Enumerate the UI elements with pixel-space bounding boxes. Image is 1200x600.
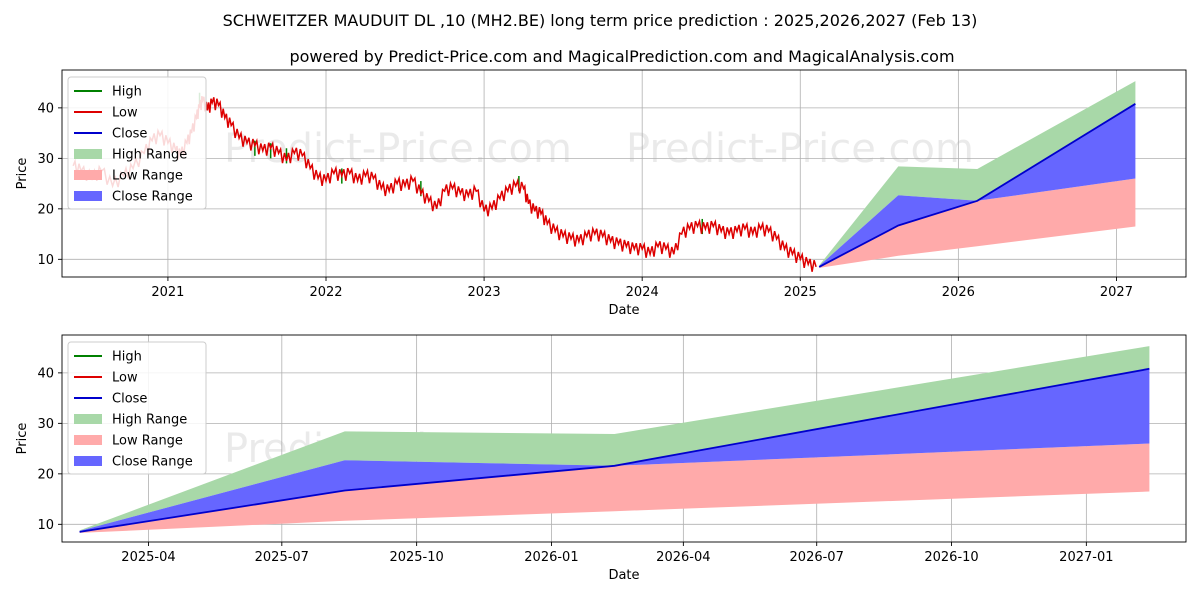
x-axis-label: Date [608,568,639,583]
y-tick-label: 40 [37,101,54,116]
x-tick-label: 2024 [626,285,659,300]
y-tick-label: 40 [37,366,54,381]
chart-title: SCHWEITZER MAUDUIT DL ,10 (MH2.BE) long … [223,11,978,30]
top-panel: Predict-Price.com Predict-Price.comPredic… [15,69,1187,322]
legend-label: Low [112,106,138,121]
legend-label: Low Range [112,169,183,184]
x-tick-label: 2025-10 [389,550,443,565]
legend-label: High Range [112,148,187,163]
x-tick-label: 2026-07 [790,550,844,565]
legend-box [67,341,207,475]
x-axis-label: Date [608,303,639,318]
legend-patch-swatch [74,191,102,201]
close-range-band [79,368,1150,532]
close-forecast-line [818,103,1136,268]
ticks: 2021 2022 2023 2024 2025 2026 2027 10 20 30 40 [37,101,1133,300]
close-range-band [819,103,1136,267]
x-tick-label: 2025 [784,285,817,300]
ticks: 2025-04 2025-07 2025-10 2026-01 2026-04 2026-… [37,366,1113,565]
legend-label: Close [112,392,147,407]
legend-patch-swatch [74,149,102,159]
legend: High Low Close High Range Low Range Close Ran… [67,341,207,475]
x-tick-label: 2021 [151,285,184,300]
high-range-band [79,346,1150,531]
x-tick-label: 2022 [309,285,342,300]
y-tick-label: 10 [37,253,54,268]
legend-label: Close [112,127,147,142]
legend: High Low Close High Range Low Range Close Ran… [67,76,207,210]
high-range-band [819,81,1136,266]
low-range-band [79,443,1150,533]
plot-area [72,81,1136,272]
legend-patch-swatch [74,414,102,424]
low-range-band [819,178,1136,268]
bottom-panel: Predict-Price.comPredict-Price.com2025-0… [15,334,1187,583]
watermark-text: Predict-Price.com [224,276,572,322]
legend-patch-swatch [74,435,102,445]
chart-subtitle: powered by Predict-Price.com and Magical… [289,47,954,66]
x-tick-label: 2026-10 [924,550,978,565]
legend-label: High [112,85,142,100]
x-tick-label: 2023 [468,285,501,300]
watermark-text: Predict-Price.com [224,126,572,172]
axes-frame [61,69,1187,278]
y-tick-label: 20 [37,467,54,482]
legend-box [67,76,207,210]
axes-frame [61,334,1187,543]
close-forecast-line [79,367,1150,533]
x-tick-label: 2026 [942,285,975,300]
legend-label: Close Range [112,455,193,470]
legend-patch-swatch [74,456,102,466]
y-axis-label: Price [15,423,30,455]
y-tick-label: 10 [37,518,54,533]
x-tick-label: 2026-04 [656,550,710,565]
plot-area [79,346,1150,533]
y-axis-label: Price [15,158,30,190]
legend-label: Low Range [112,434,183,449]
legend-label: High Range [112,413,187,428]
legend-label: High [112,350,142,365]
x-tick-label: 2026-01 [524,550,578,565]
y-tick-label: 30 [37,417,54,432]
legend-label: Low [112,371,138,386]
x-tick-label: 2027 [1100,285,1133,300]
y-tick-label: 30 [37,152,54,167]
x-tick-label: 2025-07 [255,550,309,565]
x-tick-label: 2025-04 [121,550,175,565]
y-tick-label: 20 [37,202,54,217]
x-tick-label: 2027-01 [1059,550,1113,565]
legend-patch-swatch [74,170,102,180]
legend-label: Close Range [112,190,193,205]
